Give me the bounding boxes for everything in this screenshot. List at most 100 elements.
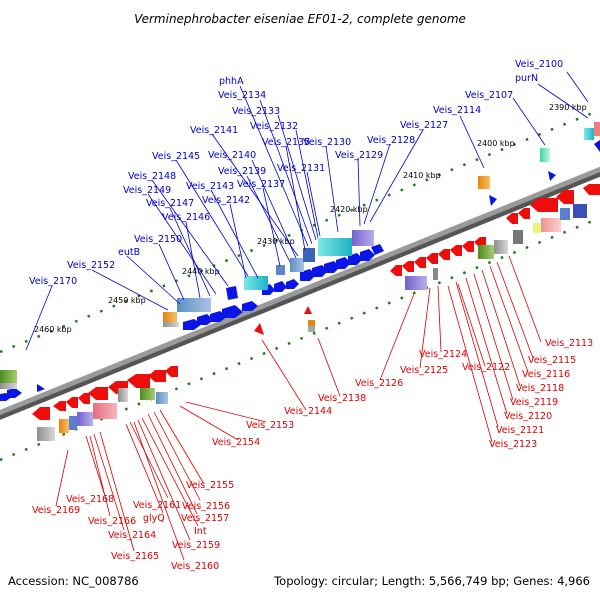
gene-label[interactable]: Veis_2140 bbox=[208, 150, 256, 161]
feature-box[interactable] bbox=[93, 403, 117, 419]
gene-label[interactable]: Veis_2131 bbox=[277, 163, 325, 174]
gene-label[interactable]: Veis_2148 bbox=[128, 171, 176, 182]
feature-box[interactable] bbox=[69, 416, 77, 430]
gene-label[interactable]: Int bbox=[194, 526, 207, 537]
gene-label[interactable]: Veis_2154 bbox=[212, 437, 260, 448]
reverse-gene-arrow[interactable] bbox=[462, 241, 474, 252]
gene-label[interactable]: Veis_2122 bbox=[462, 362, 510, 373]
reverse-gene-arrow[interactable] bbox=[88, 387, 108, 400]
feature-box[interactable] bbox=[177, 298, 211, 312]
feature-box[interactable] bbox=[533, 223, 541, 233]
feature-box[interactable] bbox=[0, 370, 17, 384]
gene-label[interactable]: Veis_2114 bbox=[433, 105, 481, 116]
gene-label[interactable]: phhA bbox=[219, 76, 244, 87]
reverse-gene-arrow[interactable] bbox=[127, 374, 150, 388]
feature-box[interactable] bbox=[405, 276, 427, 290]
reverse-gene-arrow[interactable] bbox=[518, 208, 530, 219]
gene-label[interactable]: Veis_2143 bbox=[186, 181, 234, 192]
gene-label[interactable]: Veis_2135 bbox=[262, 137, 310, 148]
gene-label[interactable]: Veis_2155 bbox=[186, 480, 234, 491]
gene-label[interactable]: Veis_2169 bbox=[32, 505, 80, 516]
gene-label[interactable]: glyQ bbox=[143, 513, 165, 524]
gene-label[interactable]: Veis_2142 bbox=[202, 195, 250, 206]
forward-gene-arrow[interactable] bbox=[360, 249, 375, 261]
gene-label[interactable]: Veis_2159 bbox=[172, 540, 220, 551]
feature-box[interactable] bbox=[308, 320, 315, 326]
feature-box[interactable] bbox=[352, 230, 374, 246]
forward-gene-arrow[interactable] bbox=[371, 244, 384, 255]
reverse-gene-arrow[interactable] bbox=[254, 323, 264, 335]
gene-label[interactable]: Veis_2152 bbox=[67, 260, 115, 271]
reverse-gene-arrow[interactable] bbox=[583, 184, 600, 195]
gene-label[interactable]: Veis_2116 bbox=[522, 369, 570, 380]
gene-label[interactable]: Veis_2129 bbox=[335, 150, 383, 161]
feature-box[interactable] bbox=[118, 388, 128, 402]
feature-box[interactable] bbox=[140, 388, 155, 400]
forward-gene-arrow[interactable] bbox=[274, 281, 287, 292]
feature-box[interactable] bbox=[77, 412, 93, 426]
gene-label[interactable]: Veis_2146 bbox=[162, 212, 210, 223]
gene-label[interactable]: Veis_2139 bbox=[218, 166, 266, 177]
forward-gene-arrow[interactable] bbox=[222, 305, 243, 318]
gene-label[interactable]: Veis_2145 bbox=[152, 151, 200, 162]
gene-label[interactable]: Veis_2123 bbox=[489, 439, 537, 450]
feature-box[interactable] bbox=[478, 176, 490, 189]
forward-gene-arrow[interactable] bbox=[197, 314, 214, 325]
gene-label[interactable]: Veis_2144 bbox=[284, 406, 332, 417]
gene-label[interactable]: Veis_2115 bbox=[528, 355, 576, 366]
reverse-gene-arrow[interactable] bbox=[165, 366, 178, 377]
feature-box[interactable] bbox=[433, 268, 438, 280]
gene-label[interactable]: Veis_2164 bbox=[108, 530, 156, 541]
gene-label[interactable]: Veis_2153 bbox=[246, 420, 294, 431]
forward-gene-arrow[interactable] bbox=[336, 257, 351, 269]
reverse-gene-arrow[interactable] bbox=[438, 249, 450, 260]
gene-label[interactable]: Veis_2121 bbox=[496, 425, 544, 436]
forward-gene-arrow[interactable] bbox=[242, 301, 258, 311]
feature-box[interactable] bbox=[244, 276, 268, 290]
forward-gene-arrow[interactable] bbox=[594, 140, 600, 152]
gene-label[interactable]: Veis_2149 bbox=[123, 185, 171, 196]
gene-label[interactable]: Veis_2156 bbox=[182, 501, 230, 512]
feature-box[interactable] bbox=[560, 208, 570, 220]
gene-label[interactable]: Veis_2125 bbox=[400, 365, 448, 376]
feature-box[interactable] bbox=[59, 419, 69, 433]
gene-label[interactable]: Veis_2137 bbox=[237, 179, 285, 190]
feature-box[interactable] bbox=[584, 128, 594, 140]
forward-gene-arrow[interactable] bbox=[489, 195, 497, 206]
gene-label[interactable]: Veis_2141 bbox=[190, 125, 238, 136]
gene-label[interactable]: Veis_2127 bbox=[400, 120, 448, 131]
feature-box[interactable] bbox=[573, 204, 587, 218]
feature-box[interactable] bbox=[308, 326, 315, 332]
reverse-gene-arrow[interactable] bbox=[32, 407, 50, 420]
gene-label[interactable]: Veis_2133 bbox=[232, 106, 280, 117]
reverse-gene-arrow[interactable] bbox=[402, 261, 414, 272]
gene-label[interactable]: Veis_2126 bbox=[355, 378, 403, 389]
feature-box[interactable] bbox=[541, 218, 561, 232]
reverse-gene-arrow[interactable] bbox=[426, 253, 438, 264]
gene-label[interactable]: Veis_2168 bbox=[66, 494, 114, 505]
reverse-gene-arrow[interactable] bbox=[78, 393, 90, 404]
gene-label[interactable]: Veis_2130 bbox=[303, 137, 351, 148]
gene-label[interactable]: Veis_2120 bbox=[504, 411, 552, 422]
gene-label[interactable]: Veis_2161 bbox=[133, 500, 181, 511]
reverse-gene-arrow[interactable] bbox=[53, 401, 66, 411]
reverse-gene-arrow[interactable] bbox=[450, 245, 462, 256]
gene-label[interactable]: Veis_2150 bbox=[134, 234, 182, 245]
reverse-gene-arrow[interactable] bbox=[148, 370, 166, 382]
gene-label[interactable]: Veis_2118 bbox=[516, 383, 564, 394]
reverse-gene-arrow[interactable] bbox=[506, 213, 518, 224]
feature-box[interactable] bbox=[513, 230, 523, 244]
forward-gene-arrow[interactable] bbox=[7, 388, 22, 398]
reverse-gene-arrow[interactable] bbox=[414, 257, 426, 268]
feature-box[interactable] bbox=[494, 240, 508, 254]
reverse-gene-arrow[interactable] bbox=[66, 397, 78, 408]
gene-label[interactable]: Veis_2128 bbox=[367, 135, 415, 146]
gene-label[interactable]: Veis_2170 bbox=[29, 276, 77, 287]
forward-gene-arrow[interactable] bbox=[37, 384, 45, 392]
feature-box[interactable] bbox=[163, 312, 177, 322]
gene-label[interactable]: purN bbox=[515, 73, 538, 84]
forward-gene-arrow[interactable] bbox=[226, 286, 238, 300]
gene-label[interactable]: Veis_2100 bbox=[515, 59, 563, 70]
feature-box[interactable] bbox=[478, 245, 494, 259]
